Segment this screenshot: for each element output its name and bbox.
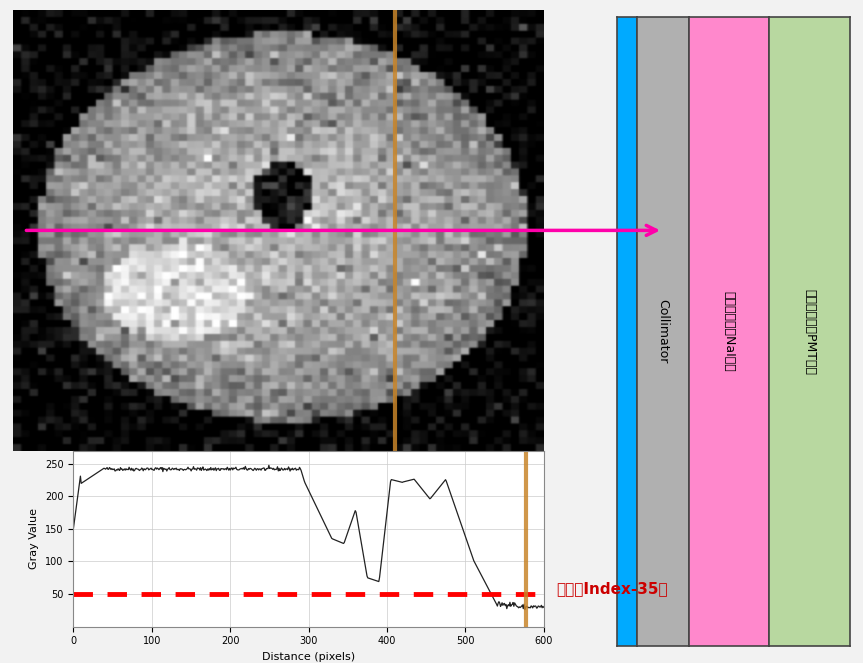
Text: クリスタル（NaI等）: クリスタル（NaI等） [722, 291, 735, 372]
Text: Collimator: Collimator [657, 299, 670, 364]
X-axis label: Distance (pixels): Distance (pixels) [262, 652, 355, 662]
Y-axis label: Gray Value: Gray Value [29, 508, 40, 570]
Text: 閘値（Index-35）: 閘値（Index-35） [557, 581, 668, 597]
Text: 光電変換体（PMT等）: 光電変換体（PMT等） [803, 288, 816, 375]
